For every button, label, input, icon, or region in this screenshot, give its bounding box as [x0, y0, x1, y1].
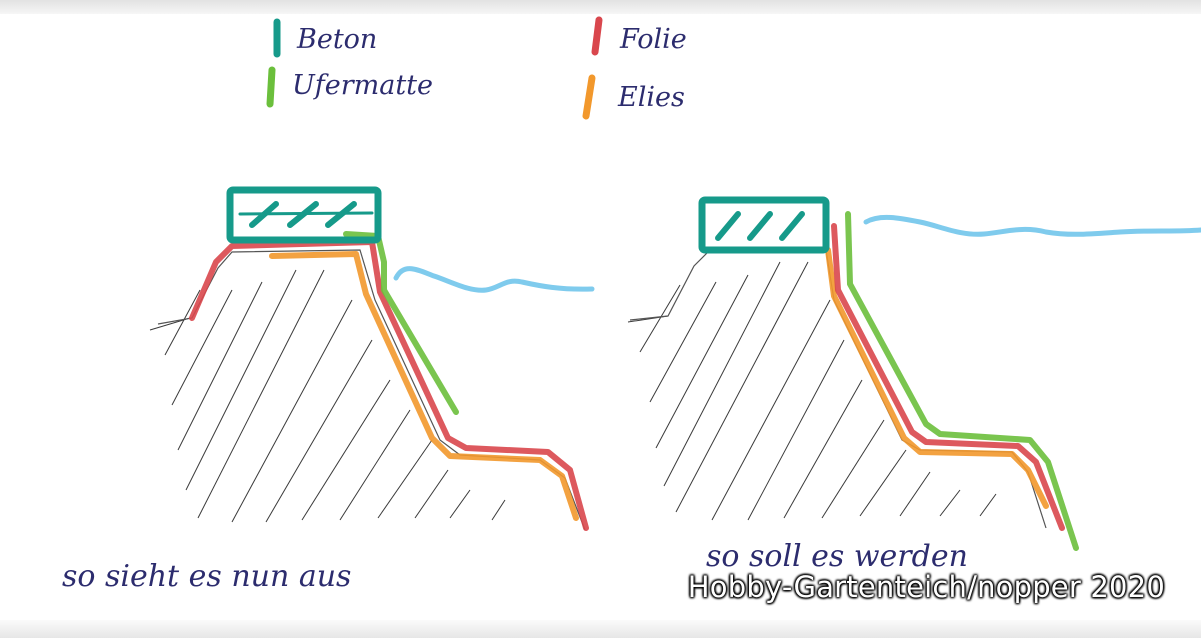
- caption-current-state: so sieht es nun aus: [62, 559, 351, 594]
- caption-target-state: so soll es werden: [706, 539, 968, 574]
- legend-label-ufermatte: Ufermatte: [292, 70, 433, 101]
- water-surface-right: [863, 214, 1201, 237]
- legend-label-folie: Folie: [619, 24, 687, 55]
- legend: Beton Ufermatte Folie Elies: [266, 16, 687, 120]
- legend-swatch-elies: [582, 74, 596, 120]
- legend-swatch-ufermatte: [266, 66, 276, 108]
- drawing-current-state: so sieht es nun aus: [62, 186, 595, 594]
- bank-mat-line-left: [343, 231, 459, 415]
- legend-item-ufermatte: Ufermatte: [266, 66, 433, 108]
- soil-hatching-right: [627, 261, 997, 521]
- fleece-line-right: [825, 247, 1049, 509]
- legend-item-folie: Folie: [591, 16, 687, 56]
- liner-line-left: [189, 239, 589, 531]
- bank-mat-line-right: [845, 211, 1079, 551]
- legend-item-elies: Elies: [582, 74, 685, 120]
- ground-outline-left: [157, 249, 586, 531]
- concrete-block-left: [226, 186, 382, 244]
- water-surface-left: [393, 266, 595, 293]
- watermark: Hobby-Gartenteich/nopper 2020: [687, 570, 1165, 604]
- legend-label-beton: Beton: [296, 24, 377, 55]
- legend-swatch-folie: [591, 16, 603, 56]
- concrete-block-right: [698, 196, 830, 254]
- drawing-target-state: so soll es werden: [627, 196, 1201, 574]
- legend-item-beton: Beton: [273, 18, 377, 58]
- soil-hatching-left: [149, 269, 506, 523]
- liner-line-right: [831, 223, 1065, 531]
- legend-label-elies: Elies: [617, 82, 685, 113]
- fleece-line-left: [269, 251, 579, 521]
